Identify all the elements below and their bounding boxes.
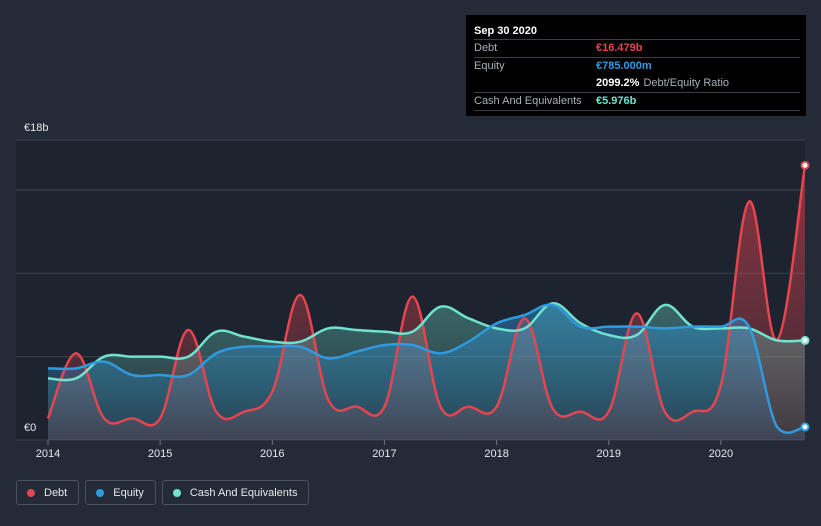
tooltip-date: Sep 30 2020 xyxy=(474,25,537,37)
tooltip-cash-label: Cash And Equivalents xyxy=(474,95,582,107)
equity-area xyxy=(48,304,805,440)
end-markers xyxy=(800,160,810,432)
legend-item-equity[interactable]: Equity xyxy=(85,480,156,505)
x-axis-ticks: 2014 2015 2016 2017 2018 2019 2020 xyxy=(36,440,733,460)
debt-dot-icon xyxy=(27,488,35,497)
x-tick-label: 2015 xyxy=(148,448,172,460)
x-tick-label: 2017 xyxy=(372,448,396,460)
cash-dot-icon xyxy=(172,488,181,497)
y-axis-top-label: €18b xyxy=(24,122,49,134)
tooltip-equity-row: Equity €785.000m xyxy=(474,57,800,75)
equity-end-marker[interactable] xyxy=(800,422,810,432)
legend-cash-label: Cash And Equivalents xyxy=(189,486,298,499)
tooltip-ratio-label: Debt/Equity Ratio xyxy=(643,77,730,89)
cash-end-marker[interactable] xyxy=(800,335,810,345)
tooltip-cash-row: Cash And Equivalents €5.976b xyxy=(474,92,800,111)
tooltip-equity-label: Equity xyxy=(474,60,505,72)
legend-equity-label: Equity xyxy=(113,486,144,499)
equity-dot-icon xyxy=(96,488,105,497)
x-tick-label: 2020 xyxy=(709,448,733,460)
legend: Debt Equity Cash And Equivalents xyxy=(16,480,310,505)
series-lines xyxy=(46,165,807,434)
debt-end-marker[interactable] xyxy=(800,160,810,170)
tooltip-debt-value: €16.479b xyxy=(596,42,643,54)
tooltip-ratio-spacer xyxy=(474,75,596,92)
x-tick-label: 2014 xyxy=(36,448,60,460)
y-axis-bottom-label: €0 xyxy=(24,422,37,434)
x-tick-label: 2018 xyxy=(484,448,508,460)
tooltip-equity-value: €785.000m xyxy=(596,60,652,72)
x-tick-label: 2016 xyxy=(260,448,284,460)
legend-item-debt[interactable]: Debt xyxy=(16,480,80,505)
legend-item-cash[interactable]: Cash And Equivalents xyxy=(161,480,310,505)
tooltip-ratio-value: 2099.2% xyxy=(596,77,640,89)
x-tick-label: 2019 xyxy=(596,448,620,460)
tooltip-ratio-row: 2099.2% Debt/Equity Ratio xyxy=(474,75,800,92)
debt-line xyxy=(46,165,807,427)
legend-debt-label: Debt xyxy=(44,486,68,499)
tooltip-debt-row: Debt €16.479b xyxy=(474,39,800,57)
equity-line xyxy=(47,303,806,434)
cash-line xyxy=(47,302,806,382)
tooltip-cash-value: €5.976b xyxy=(596,95,637,107)
tooltip-debt-label: Debt xyxy=(474,42,498,54)
tooltip: Sep 30 2020 Debt €16.479b Equity €785.00… xyxy=(466,15,806,116)
